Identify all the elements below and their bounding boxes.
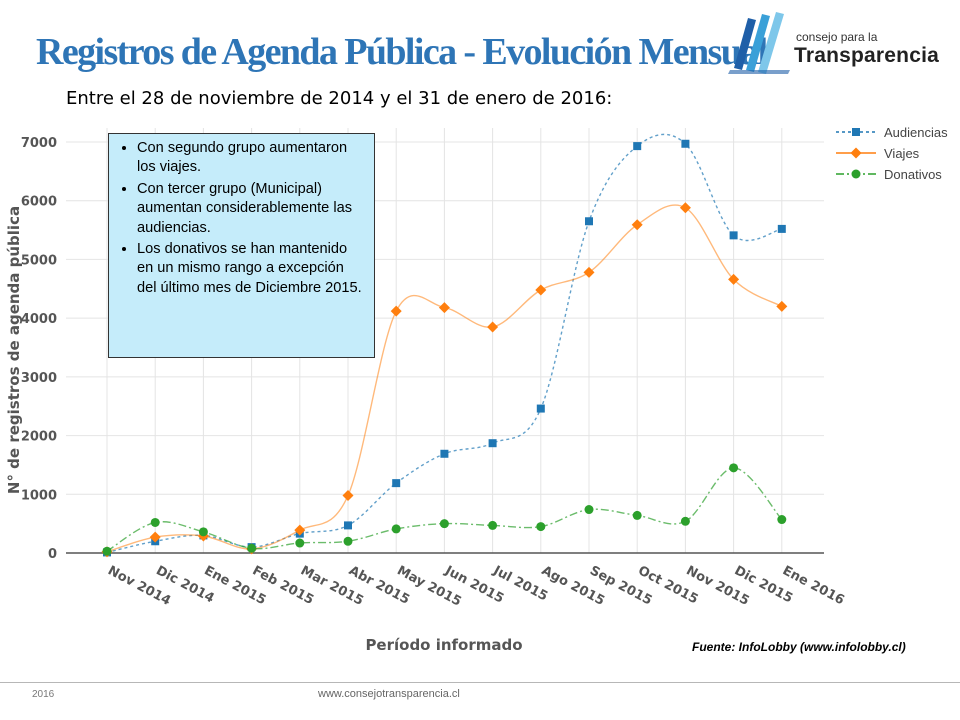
- data-point-donativos: [584, 505, 594, 515]
- data-point-viajes: [728, 273, 740, 285]
- data-point-donativos: [632, 510, 642, 520]
- y-tick-label: 1000: [21, 488, 57, 503]
- y-tick-label: 2000: [21, 430, 57, 445]
- legend-marker-donativos: [851, 169, 861, 179]
- data-point-viajes: [631, 219, 643, 231]
- data-point-audiencias: [729, 231, 738, 240]
- y-tick-label: 7000: [21, 136, 57, 151]
- data-point-audiencias: [536, 404, 545, 413]
- data-point-donativos: [680, 516, 690, 526]
- data-point-viajes: [294, 524, 306, 536]
- data-point-viajes: [583, 266, 595, 278]
- data-point-viajes: [679, 202, 691, 214]
- annotation-bullet-3: Los donativos se han mantenido en un mis…: [137, 240, 364, 298]
- data-point-viajes: [776, 300, 788, 312]
- data-point-audiencias: [488, 439, 497, 448]
- legend-label-audiencias: Audiencias: [884, 125, 948, 140]
- data-point-audiencias: [440, 449, 449, 458]
- logo-line-1: consejo para la: [796, 30, 878, 44]
- series-line-viajes: [106, 204, 783, 553]
- logo-line-2: Transparencia: [794, 44, 940, 67]
- data-point-viajes: [149, 531, 161, 543]
- slide-subtitle: Entre el 28 de noviembre de 2014 y el 31…: [66, 88, 613, 109]
- data-point-donativos: [343, 536, 353, 546]
- data-point-donativos: [488, 520, 498, 530]
- slide-title: Registros de Agenda Pública - Evolución …: [36, 31, 768, 73]
- data-point-donativos: [536, 522, 546, 532]
- data-point-audiencias: [777, 224, 786, 233]
- annotation-bullet-1: Con segundo grupo aumentaron los viajes.: [137, 139, 364, 178]
- data-point-audiencias: [681, 139, 690, 148]
- data-point-viajes: [342, 489, 354, 501]
- data-point-donativos: [295, 538, 305, 548]
- legend-label-donativos: Donativos: [884, 167, 942, 182]
- data-point-donativos: [102, 546, 112, 556]
- source-note: Fuente: InfoLobby (www.infolobby.cl): [692, 640, 906, 654]
- y-tick-labels: 0 1000 2000 3000 4000 5000 6000 7000: [21, 136, 57, 562]
- data-point-audiencias: [633, 142, 642, 151]
- data-point-audiencias: [585, 217, 593, 226]
- data-point-audiencias: [392, 479, 401, 488]
- data-point-donativos: [729, 463, 739, 473]
- data-point-audiencias: [344, 521, 352, 530]
- data-point-viajes: [390, 305, 402, 317]
- chart-legend: Audiencias Viajes Donativos: [836, 125, 948, 182]
- series-layer: [101, 133, 788, 558]
- legend-marker-viajes: [850, 147, 862, 159]
- data-point-donativos: [439, 519, 449, 529]
- data-point-donativos: [391, 524, 401, 534]
- data-point-donativos: [247, 543, 257, 553]
- y-tick-label: 5000: [21, 253, 57, 268]
- footer-url: www.consejotransparencia.cl: [318, 688, 460, 700]
- data-point-viajes: [438, 302, 450, 314]
- logo: consejo para la Transparencia: [726, 8, 946, 78]
- data-point-viajes: [535, 284, 547, 296]
- series-donativos: [102, 463, 787, 556]
- y-tick-label: 0: [48, 547, 57, 562]
- data-point-viajes: [487, 321, 499, 333]
- legend-marker-audiencias: [852, 128, 860, 136]
- legend-label-viajes: Viajes: [884, 146, 920, 161]
- y-axis-label: N° de registros de agenda pública: [5, 206, 23, 494]
- x-axis-label: Período informado: [365, 636, 522, 654]
- data-point-donativos: [777, 515, 787, 525]
- footer-divider: [0, 682, 960, 683]
- logo-mark-icon: [728, 12, 790, 74]
- y-tick-label: 6000: [21, 195, 57, 210]
- y-tick-label: 3000: [21, 371, 57, 386]
- annotation-bullet-2: Con tercer grupo (Municipal) aumentan co…: [137, 180, 364, 238]
- y-tick-label: 4000: [21, 312, 57, 327]
- data-point-donativos: [150, 517, 160, 527]
- data-point-donativos: [198, 527, 208, 537]
- footer-year: 2016: [32, 689, 55, 700]
- annotation-box: Con segundo grupo aumentaron los viajes.…: [108, 133, 375, 358]
